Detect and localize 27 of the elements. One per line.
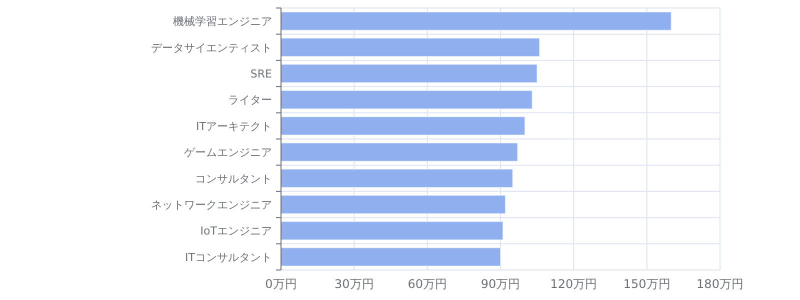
bar	[280, 116, 526, 136]
x-tick-label: 180万円	[696, 277, 744, 291]
y-tick-label: 機械学習エンジニア	[173, 15, 272, 28]
y-tick-label: ネットワークエンジニア	[151, 198, 272, 212]
y-tick-label: ライター	[228, 94, 272, 107]
bar	[280, 142, 518, 162]
bar	[280, 194, 506, 214]
bar	[280, 38, 540, 57]
y-tick-label: コンサルタント	[195, 172, 272, 186]
x-tick-label: 30万円	[334, 277, 374, 291]
bar	[280, 168, 514, 188]
y-tick-label: ITアーキテクト	[196, 120, 272, 133]
y-tick-label: データサイエンティスト	[151, 41, 272, 54]
x-tick-label: 0万円	[265, 277, 297, 291]
bar	[280, 90, 533, 110]
x-tick-label: 90万円	[480, 277, 520, 291]
y-tick-label: IoTエンジニア	[200, 224, 272, 238]
bar	[280, 11, 672, 31]
x-tick-label: 120万円	[550, 277, 598, 291]
x-tick-label: 60万円	[408, 277, 447, 291]
y-tick-label: ITコンサルタント	[185, 250, 272, 264]
y-tick-label: SRE	[250, 68, 272, 80]
x-tick-label: 150万円	[623, 277, 670, 291]
bar	[280, 247, 501, 267]
bar	[280, 64, 538, 84]
y-tick-label: ゲームエンジニア	[184, 146, 272, 160]
bar	[280, 221, 504, 240]
